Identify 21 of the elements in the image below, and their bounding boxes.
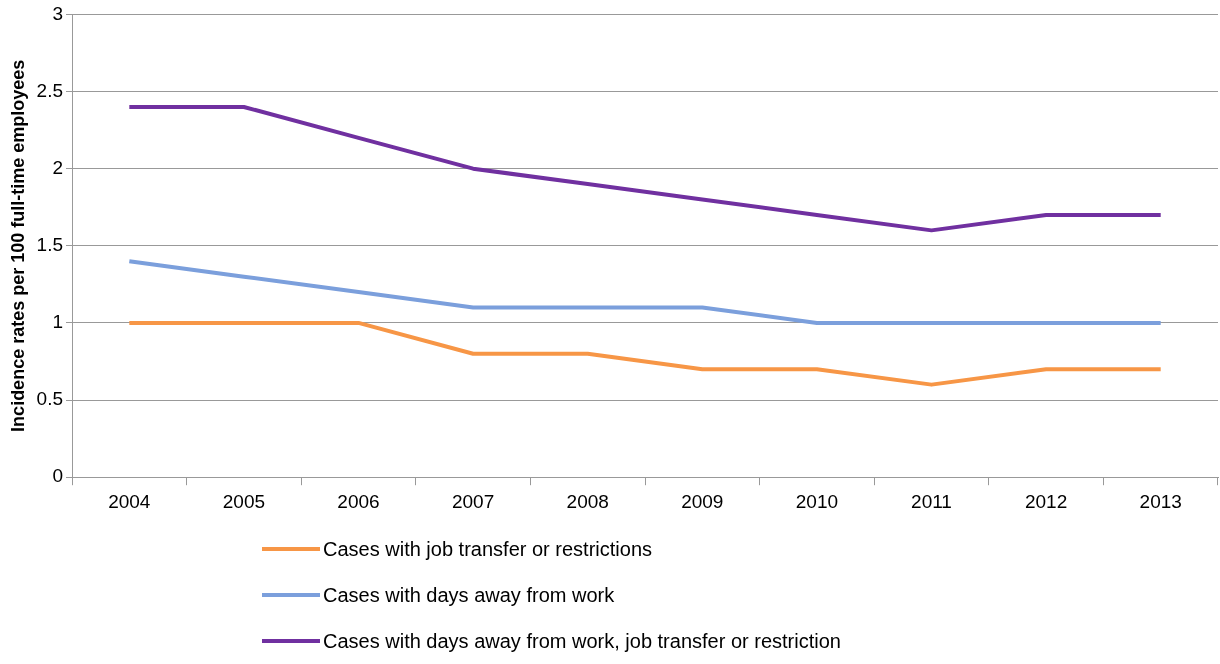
legend-label: Cases with job transfer or restrictions <box>323 537 653 561</box>
x-tick-label: 2012 <box>1024 490 1068 512</box>
y-tick-label: 1.5 <box>36 234 64 256</box>
x-tick-label: 2005 <box>222 490 266 512</box>
x-tick-label: 2009 <box>681 490 724 512</box>
y-tick-label: 0.5 <box>36 388 64 410</box>
y-axis-title: Incidence rates per 100 full-time employees <box>7 59 28 432</box>
y-tick-label: 2 <box>52 156 64 178</box>
y-tick-label: 3 <box>52 2 64 24</box>
y-tick-label: 0 <box>52 465 64 487</box>
legend-label: Cases with days away from work, job transfer or restriction <box>323 629 841 653</box>
x-tick-label: 2004 <box>108 490 151 512</box>
legend-label: Cases with days away from work <box>323 583 615 607</box>
y-tick-label: 2.5 <box>36 79 64 101</box>
x-tick-label: 2007 <box>451 490 495 512</box>
x-tick-label: 2008 <box>566 490 609 512</box>
x-tick-label: 2011 <box>911 490 952 512</box>
y-tick-label: 1 <box>52 311 64 333</box>
x-tick-label: 2010 <box>795 490 839 512</box>
x-tick-label: 2006 <box>337 490 380 512</box>
x-tick-label: 2013 <box>1139 490 1182 512</box>
